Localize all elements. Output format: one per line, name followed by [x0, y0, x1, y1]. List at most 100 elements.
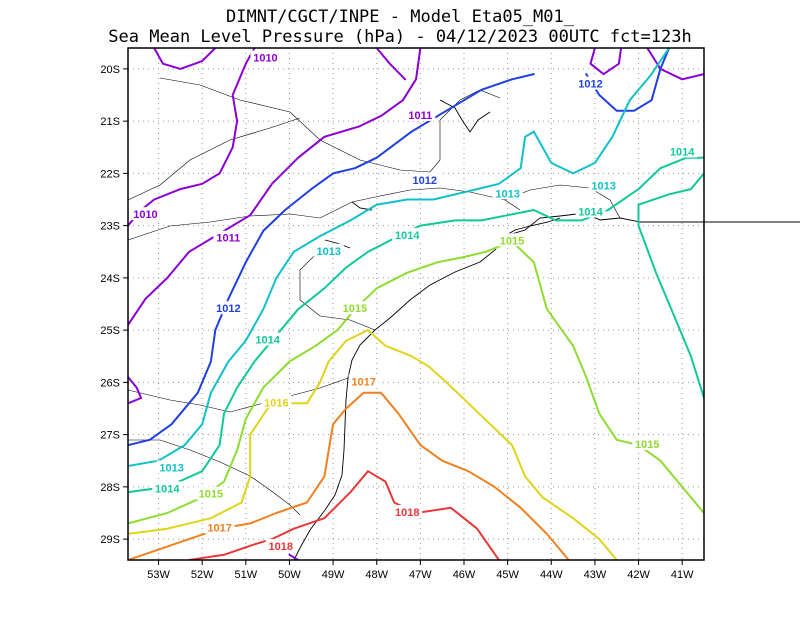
isobar-label-1014-3: 1014 — [670, 146, 695, 158]
x-tick-label-10: 43W — [584, 569, 607, 581]
contour-label-layer: 1010 1010 1011 1011 1012 1012 1012 1013 1013 1013… — [130, 50, 698, 553]
x-tick-label-3: 50W — [278, 569, 301, 581]
y-tick-label-9: 29S — [100, 534, 120, 546]
isobar-1010-1 — [153, 48, 217, 70]
isobar-label-1018-1: 1018 — [268, 541, 292, 553]
isobar-label-bg-1013-2 — [588, 178, 619, 192]
isobar-label-bg-1015-1 — [497, 233, 527, 247]
isobar-label-bg-1010-1 — [130, 207, 161, 221]
y-tick-label-8: 28S — [100, 482, 120, 494]
y-tick-label-2: 22S — [100, 168, 120, 180]
isobar-label-1012-0: 1012 — [216, 303, 240, 315]
x-tick-label-2: 51W — [235, 569, 258, 581]
isobar-label-1011-0: 1011 — [216, 233, 240, 245]
isobar-label-bg-1015-0 — [339, 301, 370, 315]
y-tick-label-3: 23S — [100, 221, 120, 233]
isobar-label-bg-1014-2 — [575, 204, 606, 218]
isobar-label-1011-1: 1011 — [408, 110, 432, 122]
isobar-label-bg-1016-0 — [261, 395, 292, 409]
y-tick-label-1: 21S — [100, 116, 120, 128]
isobar-label-1010-1: 1010 — [133, 209, 157, 221]
isobar-label-bg-1012-0 — [213, 301, 244, 315]
isobar-label-1015-2: 1015 — [635, 439, 659, 451]
isobar-label-bg-1012-2 — [575, 76, 606, 90]
isobar-1011-3 — [288, 553, 300, 560]
isobar-1017-0 — [128, 391, 570, 560]
isobar-1012-1 — [585, 48, 671, 112]
isobar-label-1013-0: 1013 — [316, 246, 340, 258]
isobar-1016-0 — [128, 329, 618, 560]
isobar-label-1015-0: 1015 — [343, 303, 367, 315]
isobar-label-bg-1014-3 — [667, 144, 698, 158]
isobar-label-1017-0: 1017 — [351, 376, 375, 388]
isobar-label-1010-0: 1010 — [253, 52, 277, 64]
isobar-label-bg-1012-1 — [409, 173, 440, 187]
coastline-bays — [324, 99, 561, 249]
x-tick-label-7: 46W — [453, 569, 476, 581]
isobar-label-1015-3: 1015 — [199, 489, 223, 501]
isobar-1013-0 — [128, 48, 671, 467]
isobar-label-1013-3: 1013 — [159, 463, 183, 475]
coastline — [293, 212, 800, 561]
x-tick-label-5: 48W — [365, 569, 388, 581]
isobar-label-bg-1018-0 — [392, 504, 423, 518]
isobar-label-bg-1014-1 — [392, 228, 423, 242]
isobar-1015-0 — [128, 240, 704, 525]
y-tick-label-0: 20S — [100, 64, 120, 76]
map-frame — [127, 47, 705, 561]
isobar-label-bg-1017-0 — [348, 374, 379, 388]
x-tick-label-11: 42W — [627, 569, 650, 581]
y-tick-label-5: 25S — [100, 325, 120, 337]
isobar-1011-1 — [128, 376, 143, 405]
isobar-label-bg-1013-0 — [313, 243, 344, 257]
isobar-label-1012-1: 1012 — [412, 175, 436, 187]
isobar-1014-1 — [637, 172, 704, 399]
isobar-label-1017-1: 1017 — [207, 523, 231, 535]
isobar-label-1014-2: 1014 — [578, 207, 603, 219]
isobar-label-bg-1013-1 — [492, 186, 523, 200]
map-layer — [127, 77, 800, 561]
isobar-label-1013-2: 1013 — [591, 180, 615, 192]
isobar-1012-0 — [128, 73, 535, 447]
x-tick-label-0: 53W — [147, 569, 170, 581]
isobar-label-1015-1: 1015 — [500, 235, 524, 247]
isobar-label-bg-1015-3 — [195, 486, 226, 500]
chart-title-line2: Sea Mean Level Pressure (hPa) - 04/12/20… — [108, 27, 691, 47]
isobar-label-1016-0: 1016 — [264, 397, 288, 409]
isobar-label-1014-1: 1014 — [395, 230, 420, 242]
isobar-1010-3 — [589, 48, 623, 76]
isobar-label-bg-1014-4 — [152, 481, 183, 495]
isobar-label-1014-0: 1014 — [255, 335, 280, 347]
isobar-label-bg-1017-1 — [204, 520, 235, 534]
x-tick-label-6: 47W — [409, 569, 432, 581]
isobar-1018-0 — [188, 470, 500, 560]
grid-layer — [128, 48, 704, 560]
isobar-label-bg-1011-0 — [213, 230, 244, 244]
isobar-label-bg-1011-1 — [405, 107, 436, 121]
isobar-1014-0 — [128, 156, 704, 494]
isobar-1010-0 — [128, 48, 256, 227]
x-tick-label-8: 45W — [496, 569, 519, 581]
isobar-1010-2 — [375, 48, 407, 81]
axis-layer: 53W 52W 51W 50W 49W 48W 47W 46W 45W 44W 43W 42W 41W 2… — [100, 64, 694, 581]
isobar-label-bg-1014-0 — [252, 332, 283, 346]
x-tick-label-12: 41W — [671, 569, 694, 581]
isobar-label-bg-1015-2 — [632, 437, 663, 451]
y-tick-label-6: 26S — [100, 377, 120, 389]
isobar-1011-2 — [646, 48, 704, 81]
isobar-label-1014-4: 1014 — [155, 483, 180, 495]
y-tick-label-7: 27S — [100, 430, 120, 442]
x-tick-label-4: 49W — [322, 569, 345, 581]
isobar-label-1012-2: 1012 — [578, 79, 602, 91]
isobar-label-bg-1010-0 — [250, 50, 281, 64]
isobar-1011-0 — [128, 48, 422, 326]
x-tick-label-9: 44W — [540, 569, 563, 581]
isobar-label-bg-1013-3 — [156, 460, 187, 474]
isobar-label-1013-1: 1013 — [495, 188, 519, 200]
isobar-label-bg-1018-1 — [265, 538, 296, 552]
isobar-label-1018-0: 1018 — [395, 507, 419, 519]
x-tick-label-1: 52W — [191, 569, 214, 581]
y-tick-label-4: 24S — [100, 273, 120, 285]
